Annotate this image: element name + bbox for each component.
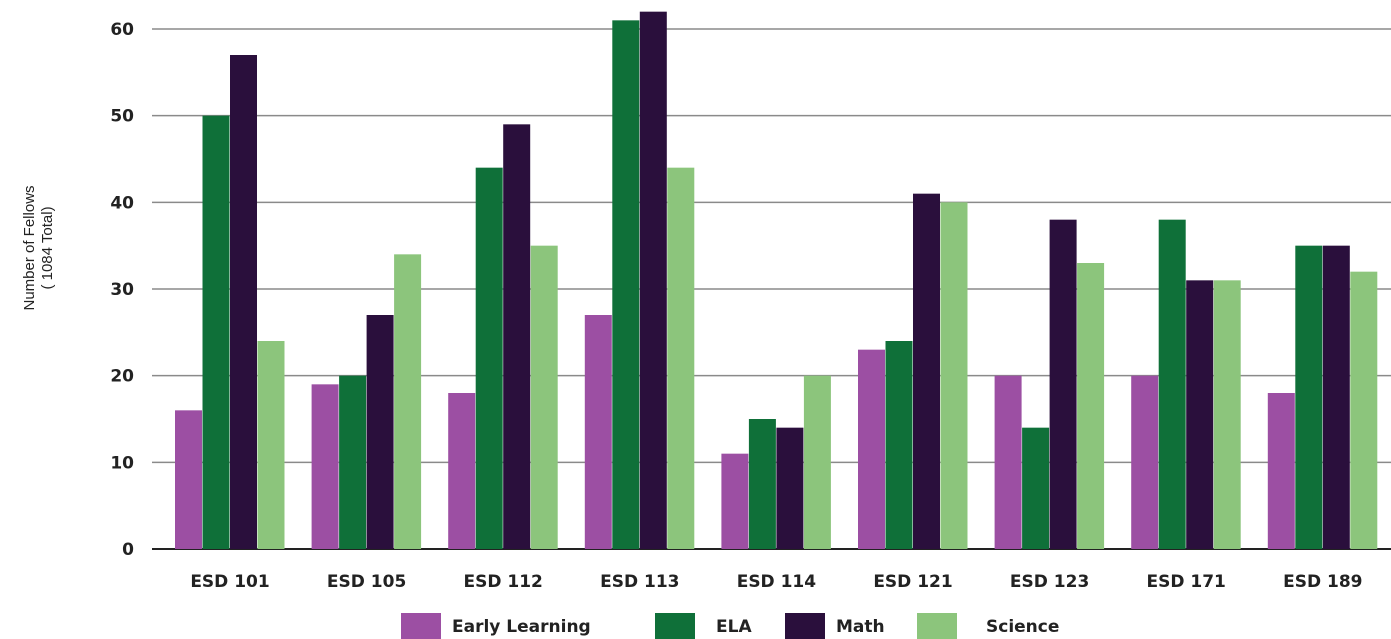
y-tick-label: 40 xyxy=(110,193,134,213)
x-tick-label: ESD 112 xyxy=(464,572,543,592)
legend-label: ELA xyxy=(716,617,752,637)
y-tick-label: 50 xyxy=(110,107,134,127)
bar xyxy=(230,55,257,549)
bar xyxy=(667,167,695,549)
y-tick-label: 60 xyxy=(110,20,134,40)
bar xyxy=(1267,393,1295,549)
legend-swatch xyxy=(401,613,441,639)
bar xyxy=(1322,245,1350,549)
y-axis-title-line2: ( 1084 Total) xyxy=(39,206,56,289)
legend-swatch xyxy=(917,613,957,639)
y-axis-title-line1: Number of Fellows xyxy=(21,185,38,310)
bar xyxy=(748,419,776,549)
bar xyxy=(257,341,285,549)
bar xyxy=(858,349,885,549)
bar xyxy=(475,167,503,549)
y-tick-label: 20 xyxy=(110,367,134,387)
bar xyxy=(721,453,749,549)
y-tick-label: 10 xyxy=(110,453,134,473)
bar xyxy=(530,245,558,549)
legend-swatch xyxy=(655,613,695,639)
bar xyxy=(1077,263,1105,549)
bar xyxy=(940,202,968,550)
bar xyxy=(175,410,202,549)
y-tick-label: 30 xyxy=(110,280,134,300)
bar xyxy=(1213,280,1241,549)
x-tick-label: ESD 101 xyxy=(190,572,269,592)
bar xyxy=(1022,427,1050,549)
bar xyxy=(1295,245,1323,549)
bar xyxy=(311,384,339,549)
x-tick-label: ESD 189 xyxy=(1283,572,1362,592)
x-axis-ticks: ESD 101 ESD 105 ESD 112 ESD 113 ESD 114 ESD 1… xyxy=(190,572,1362,592)
bar xyxy=(202,115,230,550)
x-tick-label: ESD 171 xyxy=(1147,572,1226,592)
x-tick-label: ESD 113 xyxy=(600,572,679,592)
legend-label: Early Learning xyxy=(452,617,591,637)
bar xyxy=(994,375,1022,549)
legend-label: Science xyxy=(986,617,1059,637)
bar xyxy=(1186,280,1214,549)
legend-swatch xyxy=(785,613,825,639)
bar xyxy=(448,393,476,549)
bar xyxy=(584,315,612,549)
bar xyxy=(394,254,422,550)
y-tick-label: 0 xyxy=(122,540,134,560)
x-tick-label: ESD 121 xyxy=(873,572,952,592)
y-axis-ticks: 0 10 20 30 40 50 60 xyxy=(110,20,134,560)
bar xyxy=(1131,375,1159,549)
bar xyxy=(776,427,804,549)
bars xyxy=(175,11,1378,550)
bar xyxy=(803,375,831,549)
x-tick-label: ESD 123 xyxy=(1010,572,1089,592)
bar xyxy=(612,20,640,550)
bar xyxy=(366,315,394,549)
x-tick-label: ESD 114 xyxy=(737,572,817,592)
bar xyxy=(1350,271,1378,549)
x-tick-label: ESD 105 xyxy=(327,572,406,592)
bar xyxy=(339,375,367,549)
legend: Early Learning ELA Math Science xyxy=(401,613,1059,639)
bar xyxy=(639,11,667,549)
bar xyxy=(885,341,913,549)
bar xyxy=(503,124,531,549)
legend-label: Math xyxy=(836,617,885,637)
bar xyxy=(913,193,940,549)
bar xyxy=(1049,219,1077,549)
bar xyxy=(1158,219,1186,549)
y-axis-title: Number of Fellows ( 1084 Total) xyxy=(21,185,56,310)
